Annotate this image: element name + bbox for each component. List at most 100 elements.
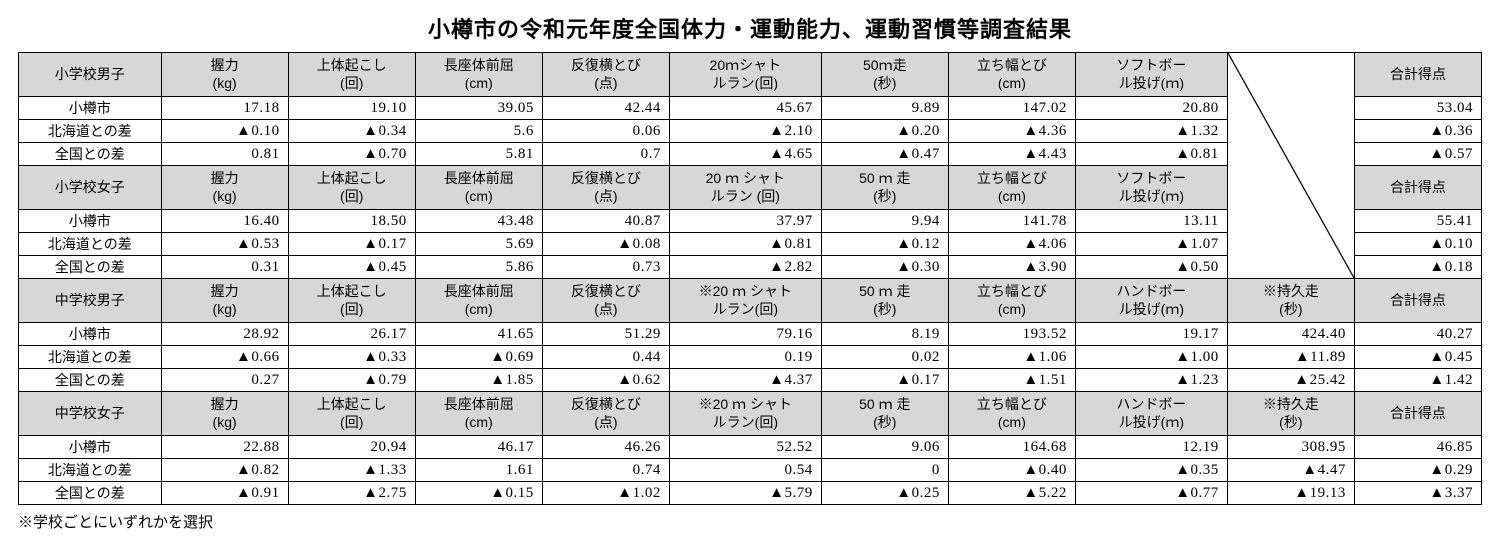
row-label: 小樽市 (19, 323, 162, 346)
value-cell: ▲0.25 (821, 482, 948, 505)
column-header: 立ち幅とび(cm) (948, 53, 1075, 97)
value-cell: 19.17 (1075, 323, 1227, 346)
value-cell: 0.73 (542, 256, 669, 279)
column-header: 反復横とび(点) (542, 53, 669, 97)
value-cell: 9.94 (821, 210, 948, 233)
value-cell: 55.41 (1354, 210, 1481, 233)
value-cell: 16.40 (161, 210, 288, 233)
value-cell: 41.65 (415, 323, 542, 346)
column-header: ※20 ｍ シャトルラン(回) (669, 392, 821, 436)
diagonal-blank (1227, 53, 1354, 279)
value-cell: 53.04 (1354, 97, 1481, 120)
value-cell: ▲3.90 (948, 256, 1075, 279)
value-cell: ▲4.47 (1227, 459, 1354, 482)
value-cell: 0 (821, 459, 948, 482)
value-cell: 0.31 (161, 256, 288, 279)
value-cell: 1.61 (415, 459, 542, 482)
column-header: 立ち幅とび(cm) (948, 279, 1075, 323)
value-cell: ▲1.02 (542, 482, 669, 505)
column-header: ※持久走(秒) (1227, 392, 1354, 436)
value-cell: ▲4.36 (948, 120, 1075, 143)
value-cell: ▲0.33 (288, 346, 415, 369)
column-header: 50ｍ走(秒) (821, 53, 948, 97)
column-header: 20 ｍ シャトルラン (回) (669, 166, 821, 210)
column-header: ※持久走(秒) (1227, 279, 1354, 323)
value-cell: 17.18 (161, 97, 288, 120)
column-header: 上体起こし(回) (288, 279, 415, 323)
row-label: 全国との差 (19, 482, 162, 505)
value-cell: 45.67 (669, 97, 821, 120)
value-cell: 9.06 (821, 436, 948, 459)
value-cell: 20.80 (1075, 97, 1227, 120)
value-cell: 424.40 (1227, 323, 1354, 346)
row-label: 北海道との差 (19, 233, 162, 256)
value-cell: 43.48 (415, 210, 542, 233)
value-cell: ▲0.29 (1354, 459, 1481, 482)
value-cell: ▲0.10 (161, 120, 288, 143)
value-cell: 0.7 (542, 143, 669, 166)
value-cell: 19.10 (288, 97, 415, 120)
column-header: 立ち幅とび(cm) (948, 166, 1075, 210)
value-cell: ▲1.23 (1075, 369, 1227, 392)
row-label: 全国との差 (19, 256, 162, 279)
value-cell: ▲4.06 (948, 233, 1075, 256)
value-cell: 308.95 (1227, 436, 1354, 459)
value-cell: 37.97 (669, 210, 821, 233)
column-header: 長座体前屈(cm) (415, 392, 542, 436)
value-cell: ▲0.30 (821, 256, 948, 279)
value-cell: ▲0.34 (288, 120, 415, 143)
value-cell: 28.92 (161, 323, 288, 346)
value-cell: 46.85 (1354, 436, 1481, 459)
value-cell: 193.52 (948, 323, 1075, 346)
value-cell: 40.87 (542, 210, 669, 233)
value-cell: ▲0.69 (415, 346, 542, 369)
value-cell: 12.19 (1075, 436, 1227, 459)
value-cell: ▲0.20 (821, 120, 948, 143)
column-header: ハンドボール投げ(ｍ) (1075, 279, 1227, 323)
footnote: ※学校ごとにいずれかを選択 (18, 511, 1482, 532)
value-cell: ▲1.07 (1075, 233, 1227, 256)
value-cell: 0.06 (542, 120, 669, 143)
value-cell: 46.17 (415, 436, 542, 459)
page-title: 小樽市の令和元年度全国体力・運動能力、運動習慣等調査結果 (18, 12, 1482, 44)
value-cell: 0.81 (161, 143, 288, 166)
column-header: ソフトボール投げ(ｍ) (1075, 53, 1227, 97)
row-label: 全国との差 (19, 143, 162, 166)
column-header: 50 ｍ 走(秒) (821, 279, 948, 323)
value-cell: 8.19 (821, 323, 948, 346)
value-cell: ▲0.50 (1075, 256, 1227, 279)
value-cell: 13.11 (1075, 210, 1227, 233)
value-cell: 0.74 (542, 459, 669, 482)
value-cell: ▲0.57 (1354, 143, 1481, 166)
value-cell: 0.54 (669, 459, 821, 482)
value-cell: ▲4.65 (669, 143, 821, 166)
value-cell: 0.19 (669, 346, 821, 369)
value-cell: 0.44 (542, 346, 669, 369)
value-cell: ▲4.43 (948, 143, 1075, 166)
value-cell: 5.81 (415, 143, 542, 166)
value-cell: ▲0.35 (1075, 459, 1227, 482)
column-header: 中学校女子 (19, 392, 162, 436)
value-cell: 40.27 (1354, 323, 1481, 346)
value-cell: ▲0.81 (669, 233, 821, 256)
column-header: 握力(kg) (161, 53, 288, 97)
value-cell: ▲0.45 (1354, 346, 1481, 369)
value-cell: 52.52 (669, 436, 821, 459)
value-cell: ▲1.51 (948, 369, 1075, 392)
column-header: 合計得点 (1354, 392, 1481, 436)
value-cell: ▲0.17 (288, 233, 415, 256)
row-label: 小樽市 (19, 210, 162, 233)
value-cell: ▲0.10 (1354, 233, 1481, 256)
column-header: 長座体前屈(cm) (415, 279, 542, 323)
value-cell: ▲11.89 (1227, 346, 1354, 369)
value-cell: ▲2.75 (288, 482, 415, 505)
value-cell: ▲0.62 (542, 369, 669, 392)
value-cell: ▲5.79 (669, 482, 821, 505)
column-header: 長座体前屈(cm) (415, 166, 542, 210)
value-cell: ▲0.91 (161, 482, 288, 505)
value-cell: ▲0.08 (542, 233, 669, 256)
value-cell: 22.88 (161, 436, 288, 459)
value-cell: ▲0.18 (1354, 256, 1481, 279)
value-cell: ▲1.06 (948, 346, 1075, 369)
column-header: 反復横とび(点) (542, 279, 669, 323)
